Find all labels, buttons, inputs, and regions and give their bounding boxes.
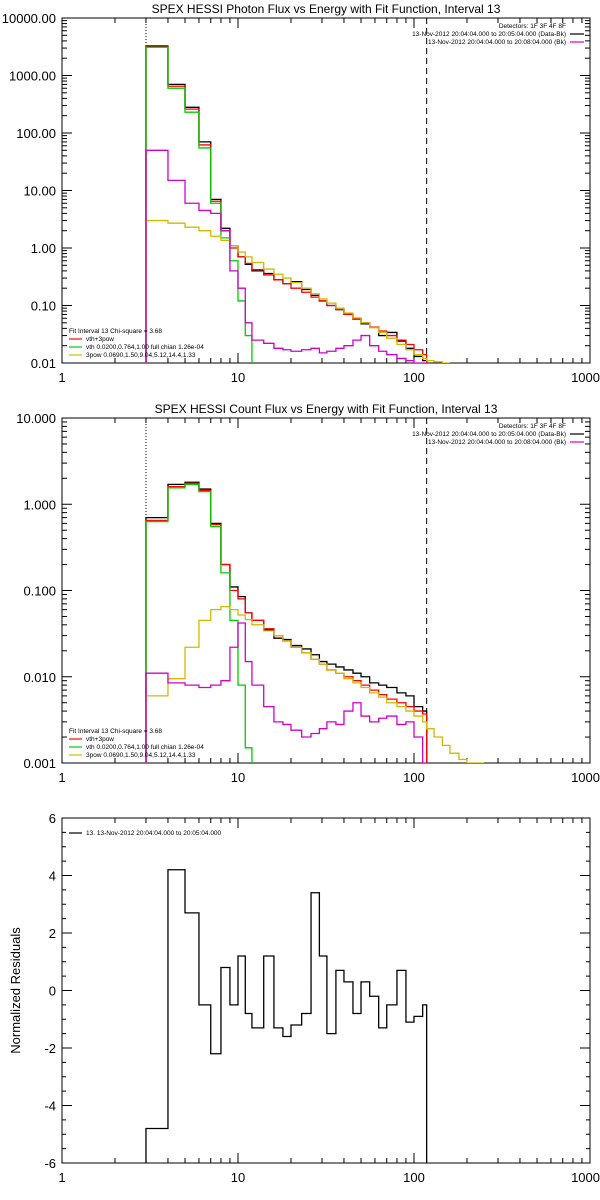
x-tick-label: 1 <box>58 370 65 385</box>
y-tick-label: 1.00 <box>31 241 56 256</box>
x-tick-label: 100 <box>403 370 425 385</box>
series-vth-3pow-line <box>145 45 428 363</box>
y-tick-label: 10.000 <box>16 411 56 426</box>
y-tick-label: 0.010 <box>23 670 56 685</box>
x-tick-label: 1000 <box>571 1170 600 1185</box>
legend-label: 3pow 0.0690,1.50,9.04,5.12,14.4,1.33 <box>86 352 196 359</box>
info-line: 13-Nov-2012 20:04:04.000 to 20:08:04.000… <box>428 439 566 446</box>
series-vth-3pow-line <box>145 482 428 763</box>
y-tick-label: 10000.00 <box>2 11 56 26</box>
y-tick-label: 4 <box>49 869 56 884</box>
x-tick-label: 10 <box>231 770 245 785</box>
plot-frame <box>61 817 591 1164</box>
y-tick-label: 0.100 <box>23 584 56 599</box>
chart-title: SPEX HESSI Count Flux vs Energy with Fit… <box>155 402 498 416</box>
x-tick-label: 10 <box>231 1170 245 1185</box>
legend-label: vth 0.0200,0.764,1.00 full chian 1.26e-0… <box>86 344 204 351</box>
y-tick-label: 6 <box>49 811 56 826</box>
fit-header: Fit Interval 13 Chi-square = 3.68 <box>69 728 162 735</box>
y-tick-label: -2 <box>44 1041 56 1056</box>
info-line: 13-Nov-2012 20:04:04.000 to 20:05:04.000… <box>412 31 566 38</box>
info-line: Detectors: 1F 3F 4F 8F <box>499 23 566 30</box>
x-tick-label: 100 <box>403 770 425 785</box>
series-3pow-line <box>145 605 485 763</box>
series-data-bk-line <box>145 481 428 763</box>
legend-label: vth+3pow <box>86 336 114 343</box>
y-axis-label: Normalized Residuals <box>8 927 23 1054</box>
series-group <box>145 869 428 1163</box>
photon-flux-chart: SPEX HESSI Photon Flux vs Energy with Fi… <box>2 2 600 385</box>
x-tick-label: 1000 <box>571 770 600 785</box>
fit-header: Fit Interval 13 Chi-square = 3.68 <box>69 328 162 335</box>
info-line: 13-Nov-2012 20:04:04.000 to 20:08:04.000… <box>428 39 566 46</box>
legend-label: 13. 13-Nov-2012 20:04:04.000 to 20:05:04… <box>86 830 222 837</box>
chart-title: SPEX HESSI Photon Flux vs Energy with Fi… <box>152 2 501 16</box>
count-flux-chart: SPEX HESSI Count Flux vs Energy with Fit… <box>16 402 600 785</box>
y-tick-label: -4 <box>44 1099 56 1114</box>
y-tick-label: -6 <box>44 1156 56 1171</box>
x-tick-label: 1000 <box>571 370 600 385</box>
y-tick-label: 0.10 <box>31 299 56 314</box>
y-tick-label: 0 <box>49 984 56 999</box>
x-tick-label: 100 <box>403 1170 425 1185</box>
x-tick-label: 1 <box>58 770 65 785</box>
info-line: Detectors: 1F 3F 4F 8F <box>499 423 566 430</box>
series-residuals-line <box>145 869 428 1163</box>
series-3pow-line <box>145 219 450 363</box>
plot-frame <box>61 17 591 364</box>
y-tick-label: 1000.00 <box>9 69 56 84</box>
y-tick-label: 10.00 <box>23 184 56 199</box>
series-vth-line <box>145 483 253 763</box>
residuals-chart: 1 10 100 1000 -6 -4 -2 0 2 4 6 Normalized Residuals… <box>8 811 600 1185</box>
y-tick-label: 0.001 <box>23 756 56 771</box>
legend-label: 3pow 0.0690,1.50,9.04,5.12,14.4,1.33 <box>86 752 196 759</box>
series-data-bk-line <box>145 45 428 363</box>
series-bk-line <box>145 622 427 763</box>
y-tick-label: 0.01 <box>31 356 56 371</box>
legend-label: vth 0.0200,0.764,1.00 full chian 1.26e-0… <box>86 744 204 751</box>
plot-frame <box>61 417 591 764</box>
legend-label: vth+3pow <box>86 736 114 743</box>
x-tick-label: 1 <box>58 1170 65 1185</box>
y-tick-label: 2 <box>49 926 56 941</box>
series-bk-line <box>145 149 427 363</box>
series-group <box>145 481 485 763</box>
x-tick-label: 10 <box>231 370 245 385</box>
y-tick-label: 1.000 <box>23 497 56 512</box>
info-line: 13-Nov-2012 20:04:04.000 to 20:05:04.000… <box>412 431 566 438</box>
series-vth-line <box>145 46 253 363</box>
series-group <box>145 45 450 363</box>
y-tick-label: 100.00 <box>16 126 56 141</box>
